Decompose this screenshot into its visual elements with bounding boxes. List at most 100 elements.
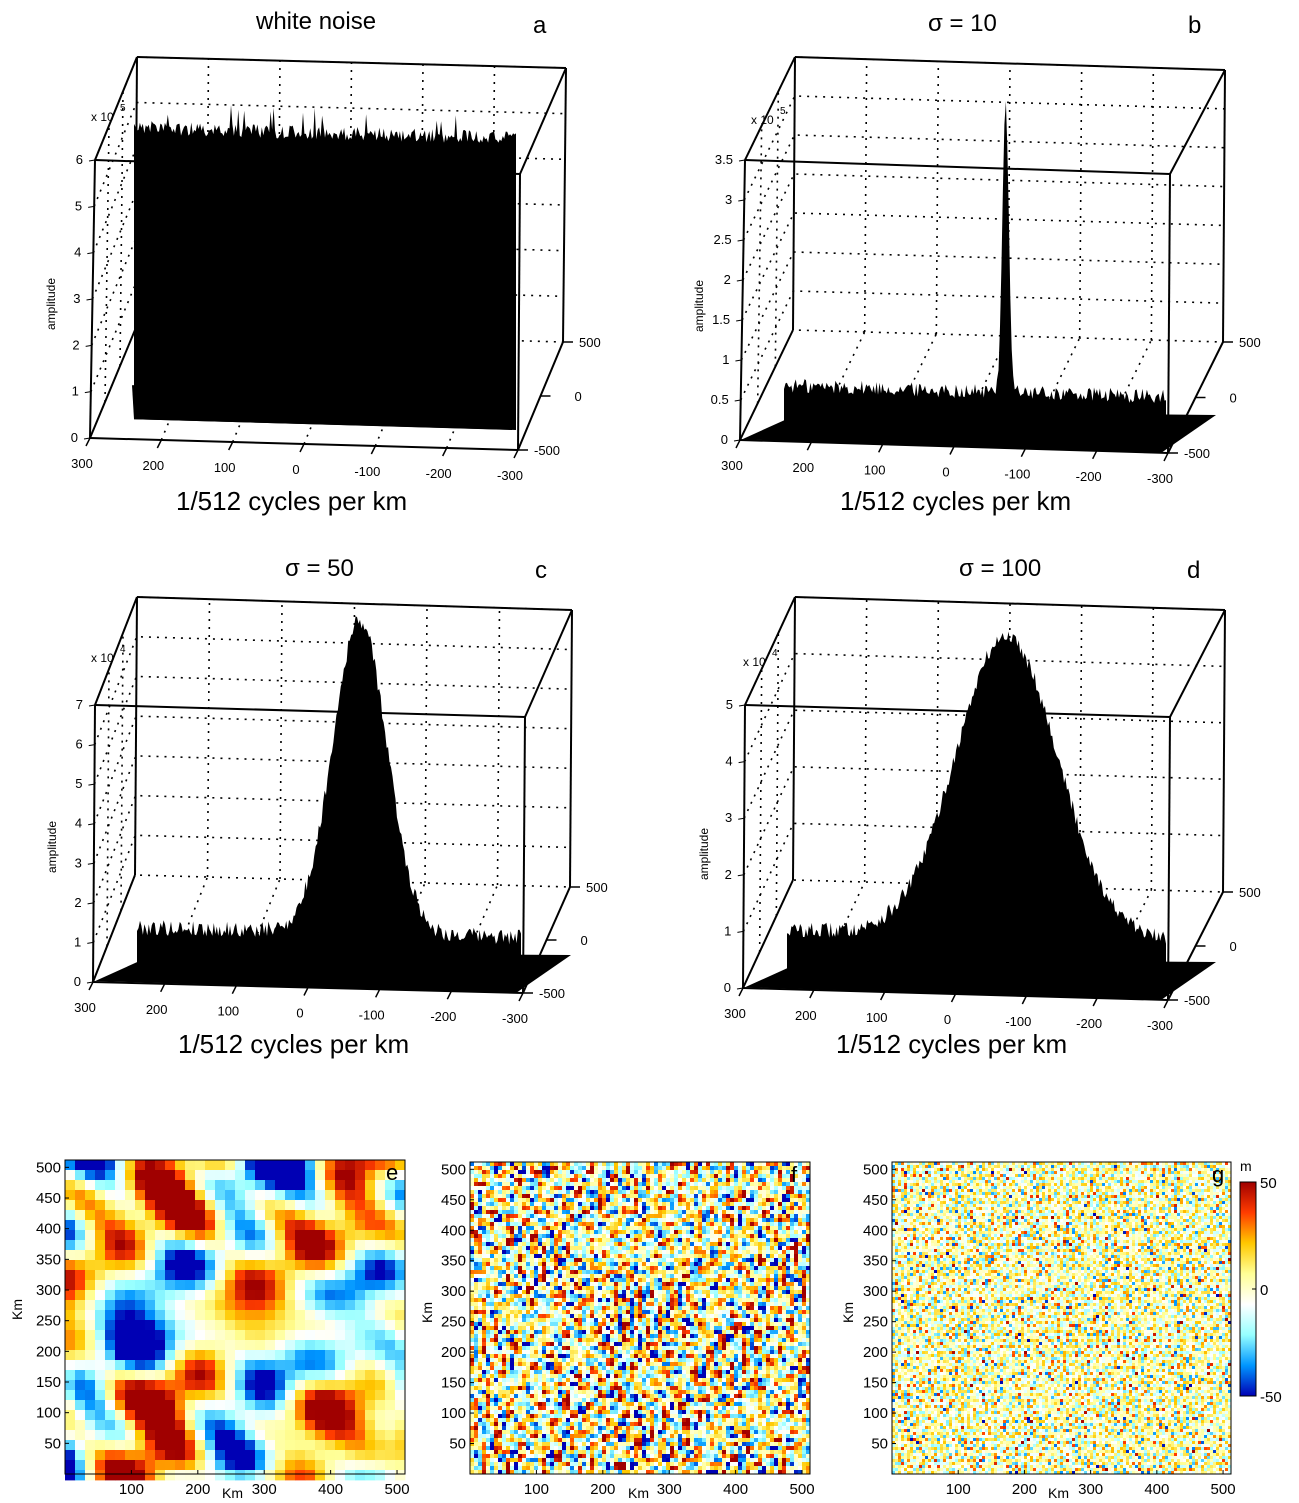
heatmap-cell [522, 1258, 527, 1263]
heatmap-cell [225, 1250, 236, 1261]
heatmap-cell [395, 1330, 406, 1341]
heatmap-cell [582, 1206, 587, 1211]
heatmap-cell [550, 1162, 555, 1167]
heatmap-cell [518, 1266, 523, 1271]
heatmap-cell [758, 1210, 763, 1215]
heatmap-cell [618, 1290, 623, 1295]
heatmap-cell [758, 1206, 763, 1211]
heatmap-cell [115, 1200, 126, 1211]
heatmap-cell [165, 1350, 176, 1361]
x-tick [1091, 450, 1098, 460]
heatmap-cell [658, 1314, 663, 1319]
heatmap-cell [802, 1258, 807, 1263]
heatmap-cell [614, 1318, 619, 1323]
heatmap-cell [786, 1198, 791, 1203]
heatmap-cell [658, 1194, 663, 1199]
heatmap-cell [355, 1240, 366, 1251]
heatmap-cell [518, 1178, 523, 1183]
heatmap-cell [482, 1250, 487, 1255]
heatmap-cell [558, 1202, 563, 1207]
heatmap-cell [215, 1430, 226, 1441]
heatmap-cell [706, 1310, 711, 1315]
heatmap-cell [734, 1262, 739, 1267]
heatmap-cell [265, 1320, 276, 1331]
heatmap-cell [550, 1270, 555, 1275]
heatmap-cell [546, 1286, 551, 1291]
heatmap-cell [558, 1186, 563, 1191]
heatmap-cell [714, 1202, 719, 1207]
heatmap-cell [562, 1242, 567, 1247]
heatmap-cell [790, 1266, 795, 1271]
heatmap-cell [770, 1274, 775, 1279]
heatmap-cell [195, 1370, 206, 1381]
heatmap-cell [802, 1306, 807, 1311]
heatmap-cell [305, 1380, 316, 1391]
heatmap-cell [710, 1202, 715, 1207]
heatmap-cell [778, 1194, 783, 1199]
z-tick-label: 2.5 [713, 232, 731, 247]
heatmap-cell [470, 1326, 475, 1331]
heatmap-cell [554, 1190, 559, 1195]
heatmap-cell [95, 1440, 106, 1451]
heatmap-cell [165, 1290, 176, 1301]
heatmap-cell [395, 1260, 406, 1271]
heatmap-cell [115, 1210, 126, 1221]
heatmap-cell [115, 1290, 126, 1301]
heatmap-cell [518, 1202, 523, 1207]
heatmap-cell [498, 1302, 503, 1307]
heatmap-cell [770, 1270, 775, 1275]
heatmap-cell [295, 1210, 306, 1221]
heatmap-cell [554, 1294, 559, 1299]
z-exponent: 5 [120, 103, 126, 114]
heatmap-cell [678, 1206, 683, 1211]
heatmap-cell [506, 1302, 511, 1307]
heatmap-cell [486, 1230, 491, 1235]
heatmap-cell [365, 1310, 376, 1321]
heatmap-cell [630, 1242, 635, 1247]
heatmap-cell [686, 1302, 691, 1307]
heatmap-cell [530, 1186, 535, 1191]
heatmap-cell [478, 1322, 483, 1327]
heatmap-cell [594, 1326, 599, 1331]
heatmap-cell [650, 1274, 655, 1279]
heatmap-cell [325, 1330, 336, 1341]
heatmap-cell [770, 1190, 775, 1195]
heatmap-cell [514, 1306, 519, 1311]
heatmap-cell [662, 1222, 667, 1227]
heatmap-cell [105, 1340, 116, 1351]
heatmap-cell [586, 1202, 591, 1207]
heatmap-cell [654, 1326, 659, 1331]
heatmap-cell [610, 1326, 615, 1331]
heatmap-cell [85, 1420, 96, 1431]
box-edge [94, 704, 526, 718]
heatmap-cell [774, 1234, 779, 1239]
heatmap-cell [255, 1290, 266, 1301]
heatmap-cell [185, 1420, 196, 1431]
heatmap-cell [526, 1174, 531, 1179]
heatmap-cell [718, 1174, 723, 1179]
heatmap-cell [554, 1262, 559, 1267]
heatmap-cell [155, 1360, 166, 1371]
heatmap-cell [682, 1218, 687, 1223]
heatmap-cell [530, 1162, 535, 1167]
heatmap-cell [566, 1226, 571, 1231]
heatmap-cell [786, 1182, 791, 1187]
heatmap-cell [155, 1460, 166, 1471]
heatmap-cell [650, 1258, 655, 1263]
heatmap-cell [145, 1420, 156, 1431]
heatmap-cell [375, 1350, 386, 1361]
heatmap-cell [526, 1270, 531, 1275]
heatmap-cell [746, 1174, 751, 1179]
heatmap-cell [642, 1290, 647, 1295]
heatmap-cell [518, 1314, 523, 1319]
heatmap-cell [470, 1286, 475, 1291]
heatmap-cell [714, 1218, 719, 1223]
heatmap-cell [654, 1174, 659, 1179]
heatmap-cell [746, 1290, 751, 1295]
heatmap-cell [542, 1226, 547, 1231]
heatmap-cell [65, 1390, 76, 1401]
heatmap-cell [205, 1380, 216, 1391]
heatmap-cell [774, 1326, 779, 1331]
heatmap-cell [95, 1450, 106, 1461]
heatmap-cell [502, 1306, 507, 1311]
